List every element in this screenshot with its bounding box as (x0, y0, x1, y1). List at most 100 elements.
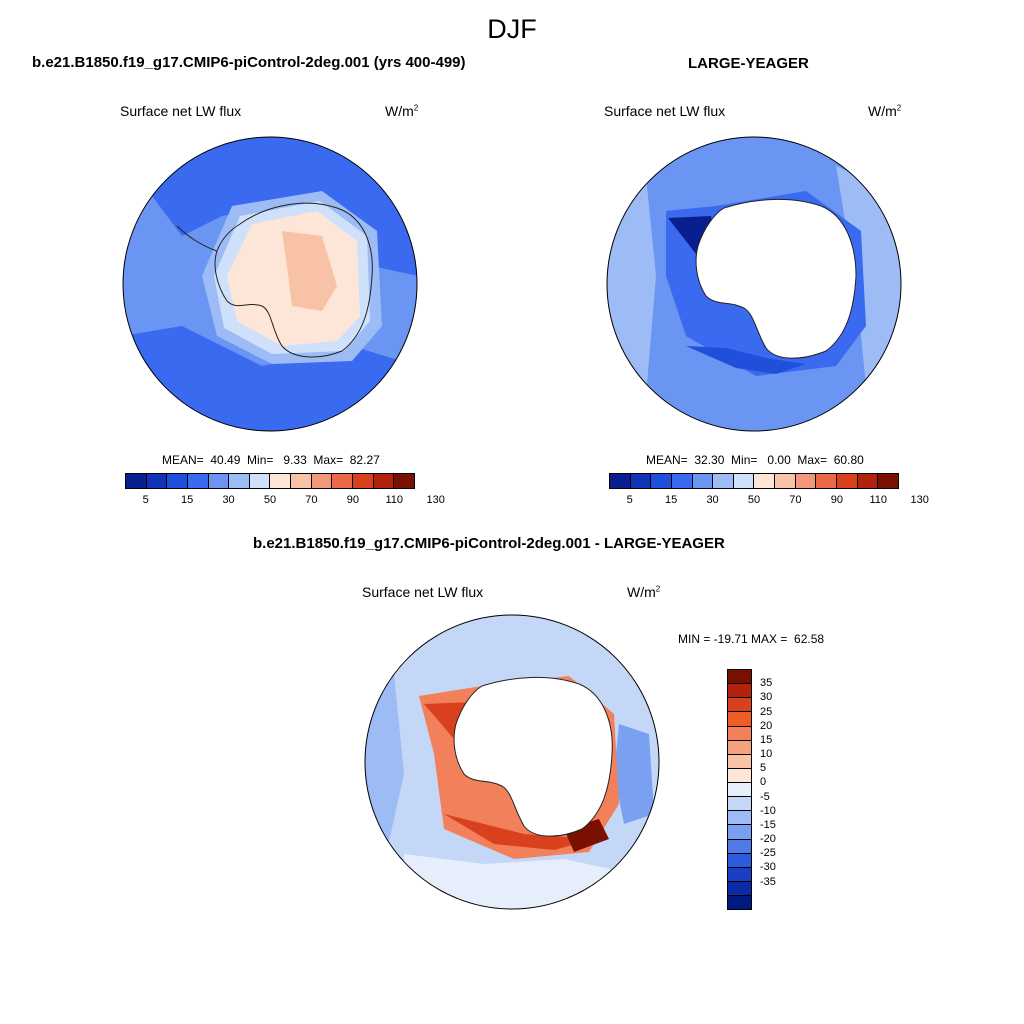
diff-units-base: W/m (627, 584, 656, 600)
obs-colorbar (609, 473, 899, 489)
obs-colorbar-box (713, 474, 734, 488)
case-colorbar-box (270, 474, 292, 488)
obs-polar-map (606, 136, 902, 432)
diff-colorbar-box (728, 797, 751, 812)
obs-region-west (607, 176, 656, 431)
obs-units-label: W/m2 (868, 103, 901, 119)
diff-colorbar-box (728, 670, 751, 685)
obs-region-east (836, 166, 901, 386)
diff-colorbar-box (728, 867, 751, 882)
case-units-label: W/m2 (385, 103, 418, 119)
obs-colorbar-box (733, 474, 755, 488)
obs-colorbar-tick-label: 5 (626, 494, 633, 506)
diff-colorbar-box (728, 754, 751, 769)
case-colorbar-tick-label: 70 (305, 494, 318, 506)
case-colorbar-box (208, 474, 230, 488)
case-colorbar-tick-label: 5 (142, 494, 149, 506)
obs-panel-title: LARGE-YEAGER (688, 55, 809, 72)
diff-colorbar-box (728, 896, 751, 910)
diff-colorbar-box (728, 768, 751, 783)
case-colorbar-tick-label: 110 (385, 494, 404, 506)
obs-colorbar-box (857, 474, 879, 488)
case-units-base: W/m (385, 103, 414, 119)
obs-colorbar-box (775, 474, 796, 488)
case-colorbar-tick-label: 30 (222, 494, 235, 506)
case-region-interior (282, 231, 337, 311)
obs-stats: MEAN= 32.30 Min= 0.00 Max= 60.80 (646, 453, 864, 467)
season-title: DJF (487, 14, 537, 44)
obs-units-exp: 2 (896, 103, 902, 113)
case-panel-title: b.e21.B1850.f19_g17.CMIP6-piControl-2deg… (32, 54, 466, 71)
diff-colorbar-tick-label: 15 (760, 733, 773, 746)
obs-colorbar-box (878, 474, 898, 488)
diff-region-east (614, 724, 654, 824)
obs-colorbar-box (610, 474, 631, 488)
diff-colorbar-box (728, 853, 751, 868)
case-colorbar-box (249, 474, 271, 488)
case-coastline (176, 202, 373, 358)
obs-colorbar-box (630, 474, 652, 488)
obs-colorbar-tick-label: 130 (910, 494, 929, 506)
diff-colorbar (727, 669, 752, 910)
obs-colorbar-tick-label: 110 (869, 494, 888, 506)
case-colorbar-box (167, 474, 188, 488)
diff-colorbar-box (728, 740, 751, 755)
diff-minmax: MIN = -19.71 MAX = 62.58 (678, 632, 825, 646)
diff-continent-mask (453, 676, 613, 837)
case-colorbar-box (229, 474, 250, 488)
obs-colorbar-box (837, 474, 858, 488)
case-polar-map (122, 136, 418, 432)
diff-colorbar-box (728, 726, 751, 741)
obs-colorbar-box (671, 474, 693, 488)
obs-colorbar-tick-label: 30 (706, 494, 719, 506)
diff-units-label: W/m2 (627, 584, 660, 600)
diff-colorbar-tick-label: -20 (760, 833, 776, 846)
case-colorbar-box (311, 474, 333, 488)
diff-colorbar-box (728, 811, 751, 826)
diff-colorbar-box (728, 839, 751, 854)
case-colorbar-tick-label: 90 (346, 494, 359, 506)
diff-colorbar-tick-label: -35 (760, 875, 776, 888)
case-colorbar-labels: 5 15 30 50 70 90 110 130 (125, 494, 445, 508)
case-colorbar-box (373, 474, 395, 488)
diff-colorbar-tick-label: 35 (760, 677, 773, 690)
case-colorbar-box (187, 474, 209, 488)
case-colorbar-box (146, 474, 168, 488)
case-colorbar-box (126, 474, 147, 488)
case-colorbar-tick-label: 130 (426, 494, 445, 506)
diff-panel-title: b.e21.B1850.f19_g17.CMIP6-piControl-2deg… (253, 535, 725, 552)
case-colorbar-box (332, 474, 354, 488)
case-colorbar (125, 473, 415, 489)
case-units-exp: 2 (413, 103, 419, 113)
diff-units-exp: 2 (655, 584, 661, 594)
diff-colorbar-tick-label: -10 (760, 804, 776, 817)
case-stats: MEAN= 40.49 Min= 9.33 Max= 82.27 (162, 453, 380, 467)
obs-colorbar-box (754, 474, 776, 488)
obs-colorbar-box (692, 474, 714, 488)
obs-colorbar-tick-label: 90 (830, 494, 843, 506)
obs-colorbar-labels: 5 15 30 50 70 90 110 130 (609, 494, 929, 508)
diff-colorbar-box (728, 825, 751, 840)
obs-continent-mask (695, 198, 857, 359)
diff-variable-label: Surface net LW flux (362, 584, 484, 600)
diff-colorbar-box (728, 712, 751, 727)
case-colorbar-box (291, 474, 312, 488)
diff-colorbar-tick-label: 0 (760, 776, 767, 789)
obs-region-ice-edge (686, 346, 806, 374)
diff-colorbar-tick-label: 20 (760, 719, 773, 732)
obs-colorbar-box (816, 474, 838, 488)
diff-colorbar-box (728, 783, 751, 798)
diff-colorbar-tick-label: -15 (760, 818, 776, 831)
case-colorbar-box (394, 474, 414, 488)
diff-colorbar-box (728, 881, 751, 896)
obs-colorbar-tick-label: 15 (665, 494, 678, 506)
case-variable-label: Surface net LW flux (120, 103, 242, 119)
case-colorbar-tick-label: 50 (263, 494, 277, 506)
diff-colorbar-box (728, 698, 751, 713)
diff-colorbar-tick-label: 10 (760, 748, 773, 761)
diff-colorbar-tick-label: -5 (760, 790, 770, 803)
diff-region-coastal-strong (424, 702, 594, 850)
obs-colorbar-tick-label: 50 (747, 494, 761, 506)
obs-colorbar-tick-label: 70 (789, 494, 802, 506)
obs-variable-label: Surface net LW flux (604, 103, 726, 119)
